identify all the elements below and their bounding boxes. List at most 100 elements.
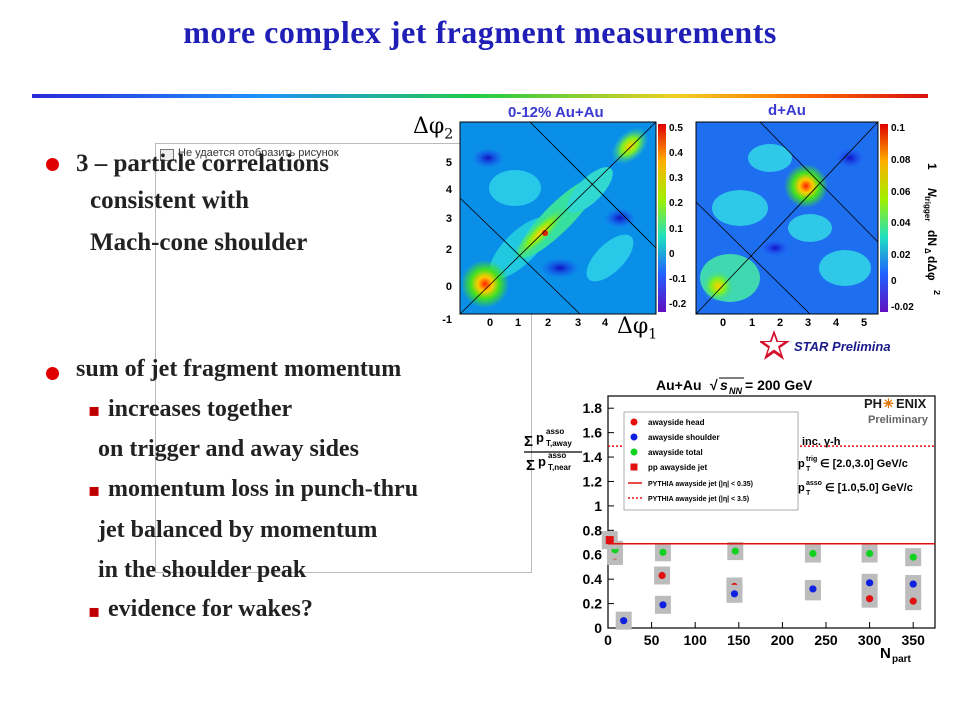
z-axis-label: 1 N trigger dN Δ dΔφ 2 <box>923 163 940 295</box>
left-y-tick-2: 2 <box>446 244 452 256</box>
annotation-inc: inc. γ-h <box>802 436 841 448</box>
data-point-1-1 <box>659 601 667 609</box>
svg-text:asso: asso <box>548 451 566 460</box>
left-x-tick-2: 2 <box>545 317 551 329</box>
panel-left-title: 0-12% Au+Au <box>508 104 604 121</box>
svg-text:dN: dN <box>925 230 939 246</box>
broken-image-frame <box>155 143 532 573</box>
svg-text:Preliminary: Preliminary <box>868 414 929 426</box>
x-axis-delta-phi1: Δφ1 <box>617 314 658 343</box>
phenix-logo: PH ✳ ENIX Preliminary <box>864 396 929 426</box>
left-y-tick-4: 4 <box>446 184 453 196</box>
chart-title: Au+Au √ s NN = 200 GeV <box>656 377 813 396</box>
left-cbar-tick-6: -0.1 <box>669 274 687 285</box>
y-tick-label-5: 1 <box>594 498 602 514</box>
right-cbar-tick-3: 0.04 <box>891 218 911 229</box>
x-tick-label-0: 0 <box>604 632 612 648</box>
sub-bullet-marker-3: ▪ <box>88 601 101 622</box>
title-gradient-rule <box>32 94 928 98</box>
x-tick-label-2: 100 <box>684 632 708 648</box>
data-point-1-4 <box>866 579 874 587</box>
y-tick-label-1: 0.2 <box>583 596 603 612</box>
svg-text:Au+Au: Au+Au <box>656 377 702 393</box>
legend-marker-pp <box>630 463 638 471</box>
right-cbar-tick-0: 0.1 <box>891 123 905 134</box>
data-point-0-1 <box>658 571 666 580</box>
y-tick-label-4: 0.8 <box>583 522 603 538</box>
legend-label-head: awayside head <box>648 418 705 427</box>
slide-title: more complex jet fragment measurements <box>183 14 777 50</box>
y-tick-label-3: 0.6 <box>583 547 603 563</box>
left-x-tick-4: 4 <box>602 317 609 329</box>
left-y-tick-0: 0 <box>446 281 452 293</box>
legend-marker-head <box>630 418 638 426</box>
broken-image-icon <box>160 149 174 161</box>
right-x-tick-1: 1 <box>749 317 755 329</box>
data-point-1-5 <box>909 580 917 588</box>
svg-text:∈ [2.0,3.0] GeV/c: ∈ [2.0,3.0] GeV/c <box>820 458 908 470</box>
x-tick-label-6: 300 <box>858 632 882 648</box>
svg-text:trigger: trigger <box>923 196 932 221</box>
y-tick-label-2: 0.4 <box>583 571 603 587</box>
left-cbar-tick-3: 0.2 <box>669 198 683 209</box>
left-cbar-tick-1: 0.4 <box>669 148 683 159</box>
left-y-tick-5: 5 <box>446 157 452 169</box>
dau-heatmap <box>695 121 888 315</box>
auau-heatmap <box>459 121 666 315</box>
right-cbar-tick-5: 0 <box>891 276 897 287</box>
svg-text:∈ [1.0,5.0] GeV/c: ∈ [1.0,5.0] GeV/c <box>825 482 913 494</box>
star-logo: STAR Preliminary <box>760 330 890 360</box>
x-tick-label-1: 50 <box>644 632 660 648</box>
right-cbar-tick-4: 0.02 <box>891 250 911 261</box>
data-point-2-3 <box>809 549 817 558</box>
bullet-dot-1 <box>46 158 59 171</box>
left-x-tick-0: 0 <box>487 317 493 329</box>
data-point-0-5 <box>909 597 917 605</box>
y-axis-delta-phi2: Δφ2 <box>413 114 454 143</box>
y-tick-label-7: 1.4 <box>583 449 603 465</box>
svg-text:p: p <box>798 458 805 470</box>
svg-text:p: p <box>538 454 546 469</box>
bullet1-line-2: Mach-cone shoulder <box>90 229 308 256</box>
svg-text:NN: NN <box>729 386 742 396</box>
svg-text:asso: asso <box>806 480 822 487</box>
svg-text:T: T <box>806 466 811 473</box>
right-x-tick-4: 4 <box>833 317 840 329</box>
bullet1-line-1: consistent with <box>90 187 250 214</box>
x-tick-label-5: 250 <box>814 632 838 648</box>
right-cbar-tick-6: -0.02 <box>891 302 914 313</box>
sub-bullet2-line-2: jet balanced by momentum <box>98 517 378 543</box>
svg-text:Δ: Δ <box>923 248 932 254</box>
legend-box <box>623 411 799 511</box>
sub-bullet2-line-1: momentum loss in punch-thru <box>108 476 419 502</box>
svg-text:√: √ <box>710 377 718 393</box>
x-tick-label-4: 200 <box>771 632 795 648</box>
right-x-tick-3: 3 <box>805 317 811 329</box>
sub-bullet1-line-1: increases together <box>108 396 293 422</box>
y-tick-label-0: 0 <box>594 620 602 636</box>
svg-text:N: N <box>925 188 939 197</box>
data-point-1-0 <box>620 617 628 625</box>
bullet-dot-2 <box>46 367 59 380</box>
legend-label-pp: pp awayside jet <box>648 463 707 472</box>
broken-image-text: Не удается отобразить рисунок <box>178 147 339 159</box>
svg-text:s: s <box>720 377 728 393</box>
svg-text:T,away: T,away <box>546 439 572 448</box>
x-axis-label: N part <box>880 645 912 665</box>
svg-text:p: p <box>536 430 544 445</box>
data-point-0-4 <box>866 595 874 603</box>
svg-text:1: 1 <box>925 163 939 170</box>
legend-label-shoulder: awayside shoulder <box>648 433 720 442</box>
data-point-2-1 <box>659 548 667 556</box>
right-cbar-tick-1: 0.08 <box>891 155 911 166</box>
left-x-tick-1: 1 <box>515 317 521 329</box>
phenix-logo-icon: ✳ <box>883 396 894 411</box>
svg-text:asso: asso <box>546 427 564 436</box>
right-x-tick-5: 5 <box>861 317 867 329</box>
y-tick-label-9: 1.8 <box>583 400 603 416</box>
bullet1-text: 3 – particle correlations <box>76 150 329 177</box>
svg-text:N: N <box>880 645 891 662</box>
left-cbar-tick-0: 0.5 <box>669 123 683 134</box>
legend-marker-shoulder <box>630 433 638 441</box>
svg-text:trig: trig <box>806 456 817 463</box>
